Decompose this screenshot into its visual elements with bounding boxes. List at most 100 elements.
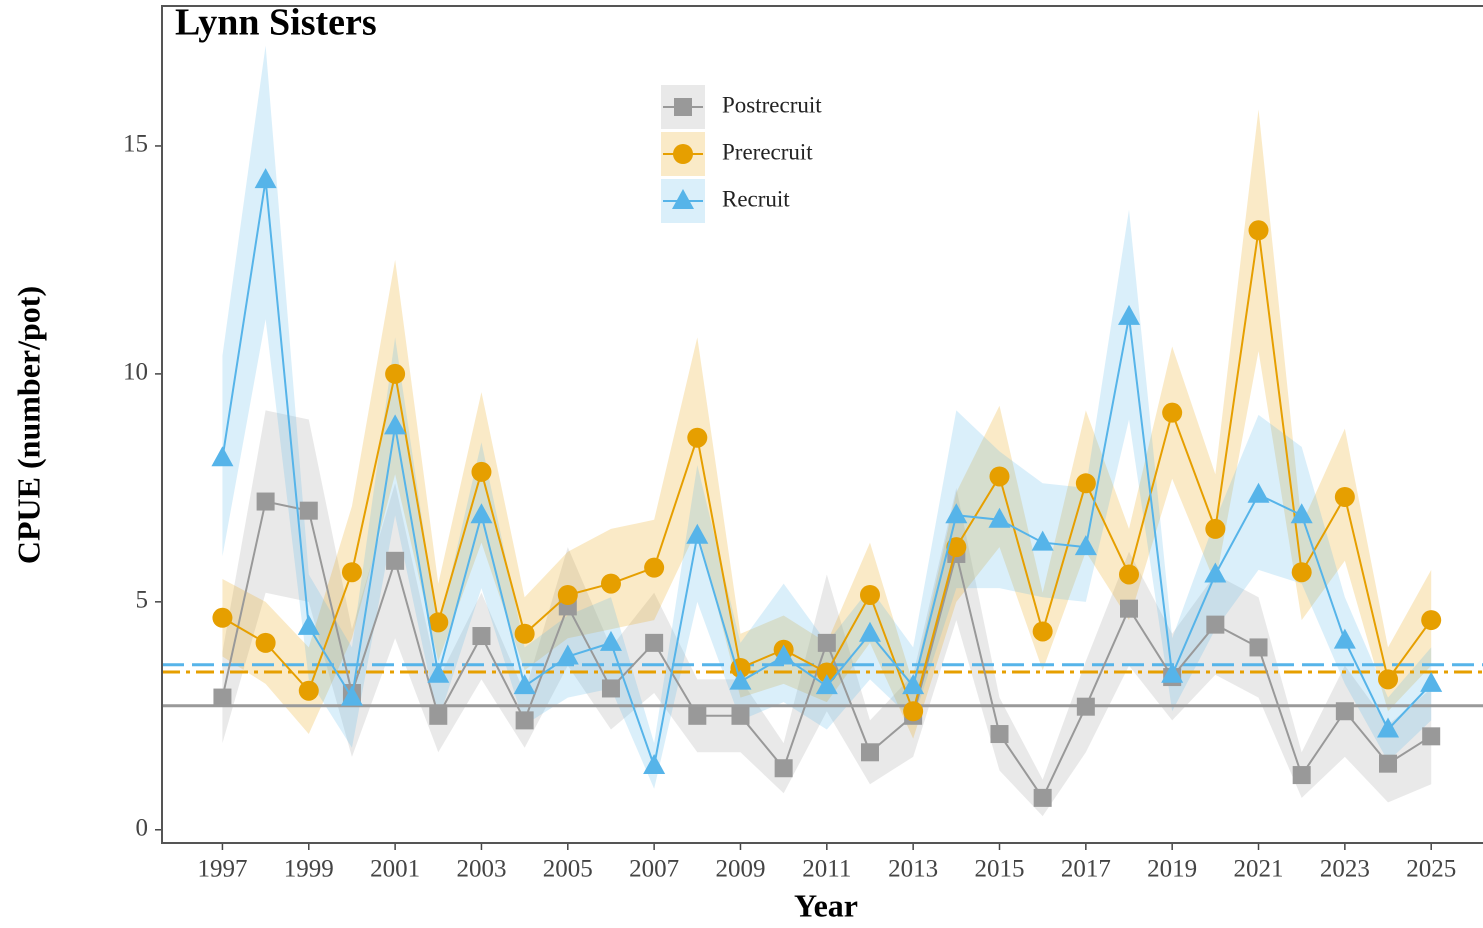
point: [1290, 503, 1313, 524]
point: [427, 662, 450, 683]
point: [254, 168, 277, 189]
point: [1420, 671, 1443, 692]
point: [340, 685, 363, 706]
point: [688, 706, 707, 725]
point: [428, 612, 449, 633]
point: [1377, 717, 1400, 738]
point: [1421, 610, 1442, 631]
point: [1335, 702, 1354, 721]
point: [1206, 615, 1225, 634]
x-tick-label: 2013: [888, 856, 938, 883]
point: [946, 537, 967, 558]
x-tick-label: 2011: [802, 856, 851, 883]
plot-frame: [161, 5, 1483, 844]
point: [1205, 518, 1226, 539]
point: [515, 711, 534, 730]
point: [298, 680, 319, 701]
point: [1032, 621, 1053, 642]
point: [1119, 564, 1140, 585]
y-axis-label: CPUE (number/pot): [10, 286, 46, 564]
point: [514, 623, 535, 644]
point: [1249, 638, 1268, 657]
point: [1076, 697, 1095, 716]
point: [1162, 402, 1183, 423]
x-tick-label: 1997: [197, 856, 247, 883]
point: [643, 753, 666, 774]
point: [386, 551, 405, 570]
point: [601, 679, 620, 698]
point: [1247, 482, 1270, 503]
point: [1422, 727, 1441, 746]
x-tick-label: 2023: [1320, 856, 1370, 883]
x-tick-label: 1999: [284, 856, 334, 883]
x-tick-label: 2025: [1406, 856, 1456, 883]
point: [1033, 788, 1052, 807]
confidence-band: [222, 45, 1432, 789]
point: [1378, 669, 1399, 690]
point: [645, 633, 664, 652]
point: [687, 427, 708, 448]
point: [772, 644, 795, 665]
point: [599, 630, 622, 651]
point: [470, 503, 493, 524]
x-tick-label: 2007: [629, 856, 679, 883]
point: [1333, 628, 1356, 649]
x-tick-label: 2005: [543, 856, 593, 883]
point: [297, 614, 320, 635]
legend-label: Recruit: [722, 186, 790, 211]
x-tick-label: 2021: [1234, 856, 1284, 883]
point: [557, 585, 578, 605]
legend: Postrecruit Prerecruit Recruit: [661, 85, 822, 223]
point: [600, 573, 621, 594]
point: [299, 501, 318, 520]
point: [945, 503, 968, 524]
point: [673, 144, 693, 164]
point: [384, 414, 407, 435]
point: [1075, 473, 1096, 494]
point: [731, 706, 750, 725]
point: [1291, 562, 1312, 583]
point: [385, 363, 406, 384]
point: [213, 688, 232, 707]
point: [255, 632, 276, 653]
x-tick-label: 2019: [1147, 856, 1197, 883]
point: [513, 674, 536, 695]
x-tick-label: 2009: [715, 856, 765, 883]
y-tick-label: 0: [136, 815, 149, 842]
point: [1074, 535, 1097, 556]
point: [815, 674, 838, 695]
point: [988, 507, 1011, 528]
point: [1379, 754, 1398, 773]
point: [729, 669, 752, 690]
y-tick-label: 15: [123, 131, 148, 158]
chart-title: Lynn Sisters: [175, 2, 377, 44]
point: [1248, 220, 1269, 241]
x-tick-label: 2015: [974, 856, 1024, 883]
point: [858, 621, 881, 642]
point: [859, 585, 880, 605]
point: [429, 706, 448, 725]
point: [644, 557, 665, 578]
point: [472, 627, 491, 646]
point: [774, 759, 793, 778]
point: [816, 662, 837, 683]
point: [990, 725, 1009, 744]
y-tick-label: 10: [123, 359, 148, 386]
point: [686, 523, 709, 544]
point: [672, 189, 694, 209]
point: [341, 562, 362, 583]
point: [989, 466, 1010, 487]
x-tick-label: 2001: [370, 856, 420, 883]
point: [1161, 662, 1184, 683]
point: [1292, 766, 1311, 785]
point: [1031, 530, 1054, 551]
point: [1118, 304, 1141, 325]
point: [674, 98, 692, 116]
x-tick-label: 2003: [456, 856, 506, 883]
x-axis-label: Year: [794, 887, 858, 923]
point: [256, 492, 275, 511]
point: [903, 701, 924, 722]
point: [211, 446, 234, 467]
point: [860, 743, 879, 762]
